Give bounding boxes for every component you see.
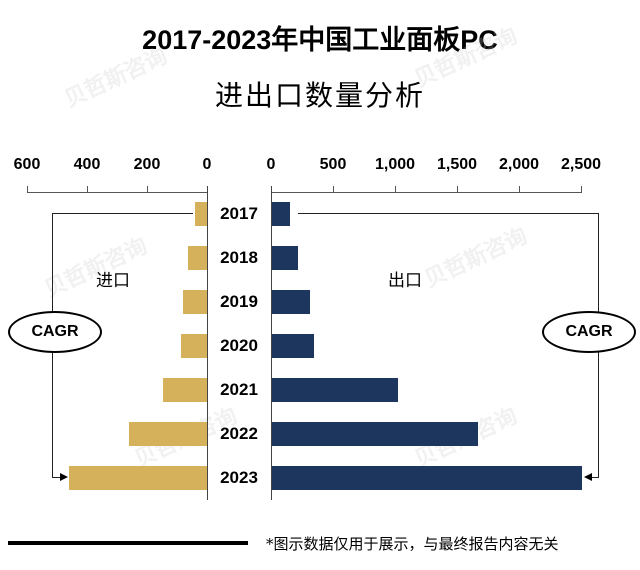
export-bar	[272, 422, 478, 446]
right-axis-tick-label: 1,500	[436, 156, 478, 173]
right-axis-baseline	[271, 186, 272, 500]
export-bar	[272, 202, 290, 226]
export-cagr-bracket-bottom	[590, 477, 599, 478]
import-bar	[188, 246, 207, 270]
import-bar	[162, 378, 207, 402]
right-axis-tick-label: 2,000	[498, 156, 540, 173]
export-bar	[272, 334, 315, 358]
cagr-badge-import: CAGR	[8, 311, 102, 353]
cagr-badge-export: CAGR	[542, 311, 636, 353]
footer-divider	[8, 541, 248, 545]
import-bar	[183, 290, 207, 314]
right-axis-tick	[581, 186, 582, 193]
left-axis-tick	[147, 186, 148, 193]
right-axis-tick	[395, 186, 396, 193]
arrow-right-icon	[60, 473, 68, 481]
left-axis-tick	[27, 186, 28, 193]
right-axis-line	[271, 192, 582, 193]
year-label: 2023	[220, 468, 258, 487]
export-bar	[272, 378, 398, 402]
watermark: 贝哲斯咨询	[40, 232, 151, 302]
left-axis-tick-label: 0	[202, 156, 212, 173]
import-cagr-bracket-top	[52, 213, 193, 214]
export-bar	[272, 466, 582, 490]
arrow-left-icon	[584, 473, 592, 481]
year-label: 2017	[220, 204, 258, 223]
left-axis-line	[27, 192, 208, 193]
right-axis-tick	[457, 186, 458, 193]
export-bar	[272, 246, 299, 270]
right-axis-tick-label: 1,000	[374, 156, 416, 173]
right-axis-tick-label: 500	[319, 156, 347, 173]
year-label: 2019	[220, 292, 258, 311]
import-bar	[69, 466, 207, 490]
disclaimer-footnote: *图示数据仅用于展示，与最终报告内容无关	[266, 535, 559, 553]
export-series-label: 出口	[388, 271, 422, 291]
left-axis-baseline	[207, 186, 208, 500]
year-label: 2022	[220, 424, 258, 443]
import-bar	[129, 422, 207, 446]
year-label: 2018	[220, 248, 258, 267]
year-label: 2021	[220, 380, 258, 399]
year-label: 2020	[220, 336, 258, 355]
export-bar	[272, 290, 310, 314]
right-axis-tick-label: 0	[266, 156, 276, 173]
left-axis-tick-label: 400	[73, 156, 101, 173]
right-axis-tick-label: 2,500	[560, 156, 602, 173]
export-cagr-bracket-top	[298, 213, 598, 214]
chart-subtitle: 进出口数量分析	[214, 79, 425, 112]
right-axis-tick	[333, 186, 334, 193]
right-axis-tick	[519, 186, 520, 193]
left-axis-tick	[87, 186, 88, 193]
import-cagr-bracket-bottom	[52, 477, 62, 478]
left-axis-tick-label: 600	[13, 156, 41, 173]
import-bar	[180, 334, 207, 358]
watermark: 贝哲斯咨询	[420, 222, 531, 292]
left-axis-tick-label: 200	[133, 156, 161, 173]
chart-title: 2017-2023年中国工业面板PC	[142, 25, 498, 55]
import-series-label: 进口	[96, 271, 130, 291]
import-bar	[195, 202, 207, 226]
